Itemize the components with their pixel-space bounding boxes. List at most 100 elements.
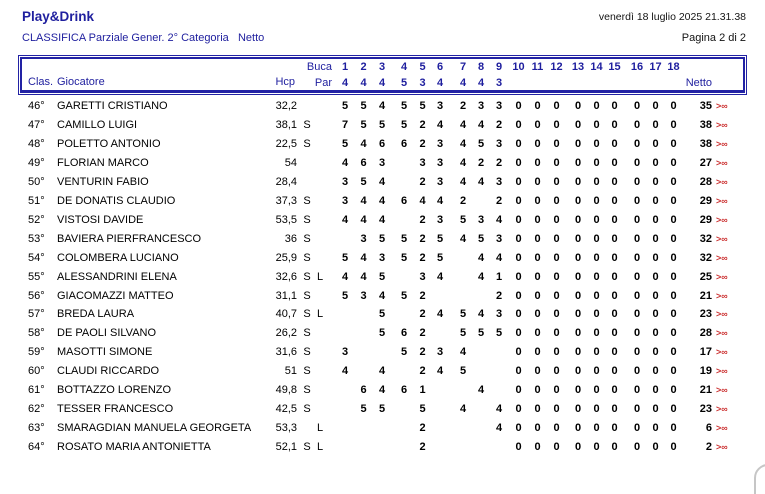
score-hole-17: 0 — [652, 137, 659, 150]
details-link-icon[interactable]: >∞ — [716, 271, 728, 282]
score-hole-8: 2 — [477, 156, 485, 169]
details-link-icon[interactable]: >∞ — [716, 423, 728, 434]
player-rank: 53° — [28, 232, 45, 245]
player-rank: 57° — [28, 308, 45, 321]
score-hole-5: 2 — [419, 422, 426, 435]
table-row: 52° VISTOSI DAVIDE 53,5 S 4 4 4 2 3 5 3 4 0 0 0 0 0 0 0 0 0 2… — [0, 211, 765, 230]
score-hole-5: 2 — [419, 137, 426, 150]
score-hole-12: 0 — [553, 118, 560, 131]
score-hole-13: 0 — [574, 100, 582, 112]
score-hole-18: 0 — [670, 118, 677, 131]
details-link-icon[interactable]: >∞ — [716, 328, 728, 339]
score-hole-13: 0 — [574, 213, 582, 226]
score-hole-18: 0 — [670, 403, 677, 416]
hole-header-6: 6 — [436, 61, 444, 73]
details-link-icon[interactable]: >∞ — [716, 252, 728, 263]
score-hole-16: 0 — [633, 156, 641, 169]
score-hole-13: 0 — [574, 327, 582, 340]
score-hole-9: 4 — [495, 213, 503, 226]
player-name: GIACOMAZZI MATTEO — [57, 289, 174, 302]
table-row: 58° DE PAOLI SILVANO 26,2 S 5 6 2 5 5 5 0 0 0 0 0 0 0 0 0 2… — [0, 324, 765, 343]
score-hole-10: 0 — [515, 251, 522, 264]
score-hole-8: 5 — [477, 232, 485, 245]
flag-l: L — [316, 308, 324, 321]
score-hole-4: 6 — [400, 327, 408, 340]
score-hole-3: 4 — [378, 213, 386, 226]
details-link-icon[interactable]: >∞ — [716, 233, 728, 244]
score-hole-8: 4 — [477, 175, 485, 188]
score-hole-9: 4 — [495, 403, 503, 416]
details-link-icon[interactable]: >∞ — [716, 101, 728, 111]
details-link-icon[interactable]: >∞ — [716, 404, 728, 415]
player-hcp: 28,4 — [275, 175, 297, 188]
netto-value: 2 — [705, 441, 712, 454]
table-row: 55° ALESSANDRINI ELENA 32,6 S L 4 4 5 3 4 4 1 0 0 0 0 0 0… — [0, 268, 765, 287]
score-hole-2: 3 — [360, 289, 367, 302]
player-rank: 52° — [28, 213, 45, 226]
score-hole-13: 0 — [574, 308, 582, 321]
table-row: 59° MASOTTI SIMONE 31,6 S 3 5 2 3 4 0 0 0 0 0 0 0 0 0 17 >∞ — [0, 343, 765, 362]
score-hole-13: 0 — [574, 175, 582, 188]
details-link-icon[interactable]: >∞ — [716, 157, 728, 168]
score-hole-12: 0 — [553, 289, 560, 302]
netto-value: 19 — [699, 365, 712, 378]
score-hole-17: 0 — [652, 156, 659, 169]
score-hole-11: 0 — [534, 365, 541, 378]
details-link-icon[interactable]: >∞ — [716, 214, 728, 225]
score-hole-17: 0 — [652, 384, 659, 397]
details-link-icon[interactable]: >∞ — [716, 119, 728, 130]
details-link-icon[interactable]: >∞ — [716, 290, 728, 301]
score-hole-3: 3 — [378, 251, 386, 264]
score-hole-16: 0 — [633, 346, 641, 359]
page-title: Play&Drink — [22, 9, 95, 24]
details-link-icon[interactable]: >∞ — [716, 176, 728, 187]
score-hole-12: 0 — [553, 365, 560, 378]
score-hole-12: 0 — [553, 175, 560, 188]
score-hole-10: 0 — [515, 194, 522, 207]
score-hole-18: 0 — [670, 137, 677, 150]
player-hcp: 53,3 — [275, 422, 297, 435]
score-hole-7: 4 — [459, 137, 467, 150]
player-name: COLOMBERA LUCIANO — [57, 251, 179, 264]
score-hole-10: 0 — [515, 137, 522, 150]
player-rank: 48° — [28, 137, 45, 150]
score-hole-5: 2 — [419, 365, 426, 378]
score-hole-6: 4 — [436, 365, 444, 378]
player-rank: 54° — [28, 251, 45, 264]
score-hole-7: 4 — [459, 403, 467, 416]
score-hole-16: 0 — [633, 175, 641, 188]
player-rank: 46° — [28, 100, 45, 112]
player-name: VISTOSI DAVIDE — [57, 213, 144, 226]
score-hole-9: 4 — [495, 422, 503, 435]
score-hole-6: 3 — [436, 156, 444, 169]
score-hole-11: 0 — [534, 156, 541, 169]
score-hole-16: 0 — [633, 289, 641, 302]
score-hole-10: 0 — [515, 384, 522, 397]
table-row: 63° SMARAGDIAN MANUELA GEORGETA 53,3 L 2 4 0 0 0… — [0, 419, 765, 438]
score-hole-18: 0 — [670, 251, 677, 264]
details-link-icon[interactable]: >∞ — [716, 385, 728, 396]
score-hole-12: 0 — [553, 213, 560, 226]
details-link-icon[interactable]: >∞ — [716, 366, 728, 377]
details-link-icon[interactable]: >∞ — [716, 347, 728, 358]
player-hcp: 32,2 — [275, 100, 297, 112]
score-hole-18: 0 — [670, 422, 677, 435]
score-hole-15: 0 — [611, 118, 618, 131]
score-hole-14: 0 — [593, 308, 600, 321]
details-link-icon[interactable]: >∞ — [716, 138, 728, 149]
score-hole-9: 1 — [495, 270, 503, 283]
score-hole-6: 5 — [436, 251, 444, 264]
hole-header-13: 13 — [571, 61, 585, 73]
column-header-par: Par — [314, 77, 332, 89]
player-hcp: 42,5 — [275, 403, 297, 416]
score-hole-17: 0 — [652, 308, 659, 321]
table-row: 54° COLOMBERA LUCIANO 25,9 S 5 4 3 5 2 5 4 4 0 0 0 0 0 0 0… — [0, 249, 765, 268]
details-link-icon[interactable]: >∞ — [716, 195, 728, 206]
score-hole-13: 0 — [574, 156, 582, 169]
score-hole-12: 0 — [553, 100, 560, 112]
details-link-icon[interactable]: >∞ — [716, 309, 728, 320]
score-hole-12: 0 — [553, 270, 560, 283]
score-hole-6: 4 — [436, 118, 444, 131]
details-link-icon[interactable]: >∞ — [716, 442, 728, 453]
flag-l: L — [316, 441, 324, 454]
